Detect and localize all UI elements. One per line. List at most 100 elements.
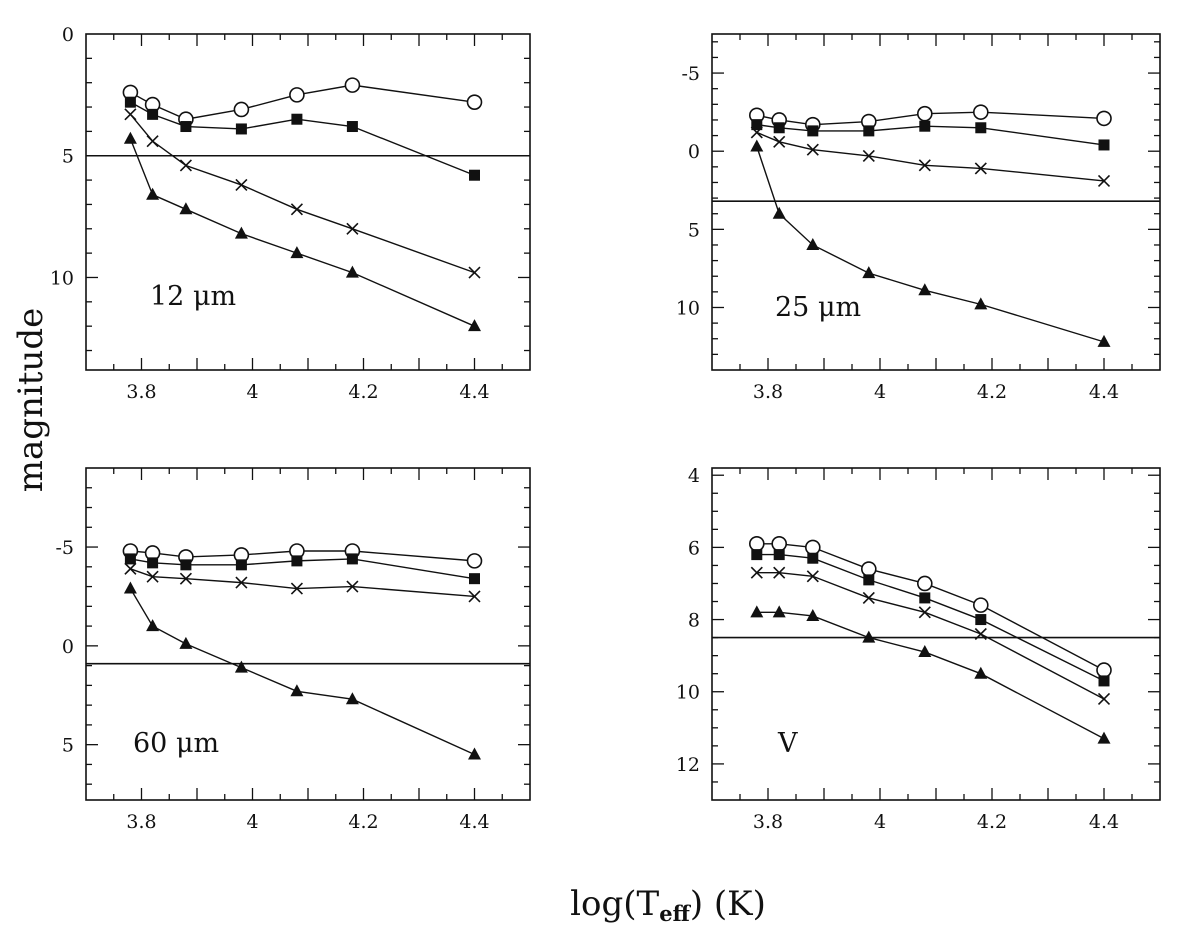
panel-label: 12 μm <box>150 281 236 312</box>
data-point-open-circle <box>344 77 361 93</box>
y-tick-label: 12 <box>676 754 700 776</box>
series-cross <box>124 108 481 279</box>
x-tick-label: 4 <box>874 381 886 403</box>
data-point-open-circle <box>289 87 305 103</box>
data-point-filled-square <box>235 559 247 571</box>
data-point-filled-triangle <box>974 666 988 679</box>
y-tick-label: 5 <box>62 735 74 757</box>
data-point-cross <box>806 143 819 156</box>
data-point-filled-triangle <box>1097 334 1111 347</box>
data-point-filled-triangle <box>290 684 304 697</box>
data-point-filled-triangle <box>918 645 932 658</box>
data-point-cross <box>862 591 875 604</box>
data-point-open-circle <box>466 553 483 569</box>
data-point-cross <box>974 627 987 641</box>
data-point-cross <box>124 108 137 121</box>
data-point-filled-square <box>469 169 480 181</box>
data-point-cross <box>974 162 987 175</box>
data-point-cross <box>235 178 248 192</box>
x-tick-label: 4.4 <box>459 381 489 403</box>
data-point-open-circle <box>804 539 821 556</box>
y-tick-label: 10 <box>676 682 700 704</box>
series-line <box>756 131 1105 182</box>
series-open-circle <box>122 77 483 128</box>
series-line <box>756 571 1105 700</box>
data-point-filled-square <box>975 122 987 134</box>
data-point-cross <box>806 570 819 583</box>
data-point-filled-square <box>180 121 192 133</box>
data-point-filled-square <box>469 573 480 585</box>
x-tick-label: 4.4 <box>1089 811 1119 833</box>
data-point-filled-triangle <box>234 226 248 239</box>
y-tick-label: 6 <box>688 537 700 559</box>
series-cross <box>124 562 481 603</box>
data-point-open-circle <box>972 597 989 613</box>
data-point-filled-triangle <box>772 605 786 618</box>
x-axis-label-suffix: ) (K) <box>690 884 766 924</box>
data-point-filled-square <box>773 549 785 561</box>
x-tick-label: 3.8 <box>126 381 156 403</box>
data-point-open-circle <box>1096 662 1112 678</box>
series-filled-square <box>751 549 1110 687</box>
data-point-filled-square <box>1098 139 1110 151</box>
data-point-filled-square <box>863 125 875 137</box>
x-tick-label: 4.4 <box>459 811 489 833</box>
series-cross <box>750 126 1111 187</box>
data-point-filled-square <box>1098 675 1110 687</box>
x-tick-label: 4.2 <box>348 811 378 833</box>
data-point-filled-triangle <box>806 237 820 250</box>
data-point-filled-square <box>807 125 819 137</box>
x-tick-label: 4.2 <box>977 381 1007 403</box>
data-point-filled-triangle <box>146 187 160 200</box>
panel-3: 3.8 4 4.2 4.4 -5 0 5 60 μm <box>55 467 531 833</box>
y-tick-label: 0 <box>62 636 74 658</box>
x-tick-label: 3.8 <box>126 811 156 833</box>
data-point-cross <box>862 149 875 162</box>
data-point-cross <box>124 562 137 575</box>
series-filled-square <box>124 553 480 585</box>
data-point-cross <box>146 570 159 583</box>
series-filled-triangle <box>123 581 481 760</box>
panel-1: 3.8 4 4.2 4.4 0 5 10 12 μm <box>50 24 531 403</box>
data-point-filled-triangle <box>123 131 137 144</box>
data-point-cross <box>290 203 303 216</box>
y-tick-label: 10 <box>50 267 74 289</box>
data-point-filled-square <box>235 123 247 135</box>
data-point-cross <box>468 266 481 279</box>
panel-2: 3.8 4 4.2 4.4 -5 0 5 10 25 μm <box>676 33 1161 403</box>
data-point-filled-square <box>919 120 931 132</box>
data-point-open-circle <box>748 535 765 552</box>
series-filled-square <box>124 96 480 181</box>
y-axis-label: magnitude <box>11 308 51 493</box>
y-tick-label: 0 <box>62 24 74 46</box>
data-point-filled-triangle <box>179 636 193 649</box>
data-point-filled-triangle <box>772 206 786 219</box>
data-point-filled-square <box>346 121 358 133</box>
y-tick-label: 0 <box>688 141 700 163</box>
data-point-open-circle <box>1096 110 1112 127</box>
data-point-filled-square <box>751 549 763 561</box>
x-tick-label: 4.4 <box>1089 381 1119 403</box>
data-point-filled-triangle <box>806 608 820 621</box>
data-point-filled-triangle <box>146 619 160 632</box>
x-tick-label: 3.8 <box>753 811 783 833</box>
panel-4: 3.8 4 4.2 4.4 4 6 8 10 12 V <box>676 465 1161 833</box>
y-tick-label: 5 <box>688 219 700 241</box>
y-tick-label: 4 <box>688 465 700 487</box>
data-point-open-circle <box>916 575 933 592</box>
data-point-filled-triangle <box>750 605 764 618</box>
data-point-filled-triangle <box>345 265 359 278</box>
data-point-filled-triangle <box>750 139 764 152</box>
data-point-cross <box>235 576 248 589</box>
data-point-filled-square <box>291 555 303 567</box>
panel-label: 25 μm <box>775 292 861 323</box>
x-tick-label: 4 <box>246 381 258 403</box>
series-open-circle <box>748 104 1112 133</box>
data-point-open-circle <box>233 101 250 118</box>
data-point-cross <box>1097 174 1111 187</box>
data-point-cross <box>918 159 931 172</box>
y-tick-label: -5 <box>55 537 74 559</box>
data-point-filled-square <box>291 113 303 125</box>
data-point-cross <box>918 606 931 619</box>
